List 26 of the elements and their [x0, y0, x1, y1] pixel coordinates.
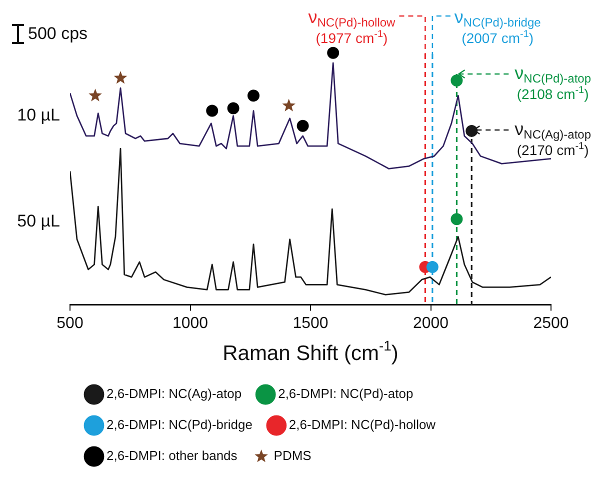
- point: [248, 90, 260, 102]
- legend-label: 2,6-DMPI: NC(Pd)-hollow: [288, 417, 436, 432]
- point: [88, 88, 102, 102]
- point: [450, 213, 463, 226]
- point: [426, 261, 438, 274]
- legend-label: PDMS: [274, 448, 312, 464]
- point: [282, 98, 296, 112]
- x-tick-label: 2000: [412, 314, 449, 332]
- series-label: 10 µL: [17, 106, 60, 125]
- point: [296, 120, 309, 132]
- point: [327, 46, 340, 59]
- legend-label: 2,6-DMPI: NC(Pd)-atop: [278, 386, 414, 402]
- series-label: 50 µL: [17, 211, 60, 230]
- legend-label: 2,6-DMPI: NC(Pd)-bridge: [106, 417, 252, 432]
- point: [114, 71, 128, 84]
- x-tick-label: 500: [56, 314, 84, 332]
- point: [450, 74, 463, 87]
- legend-label: 2,6-DMPI: NC(Ag)-atop: [106, 386, 242, 402]
- point: [227, 102, 240, 114]
- point: [466, 124, 478, 137]
- text: 500 cps: [28, 24, 88, 44]
- x-tick-label: 1000: [172, 314, 208, 332]
- legend-label: 2,6-DMPI: other bands: [106, 448, 238, 464]
- point: [206, 104, 218, 117]
- x-tick-label: 2500: [533, 314, 569, 332]
- x-tick-label: 1500: [292, 314, 328, 332]
